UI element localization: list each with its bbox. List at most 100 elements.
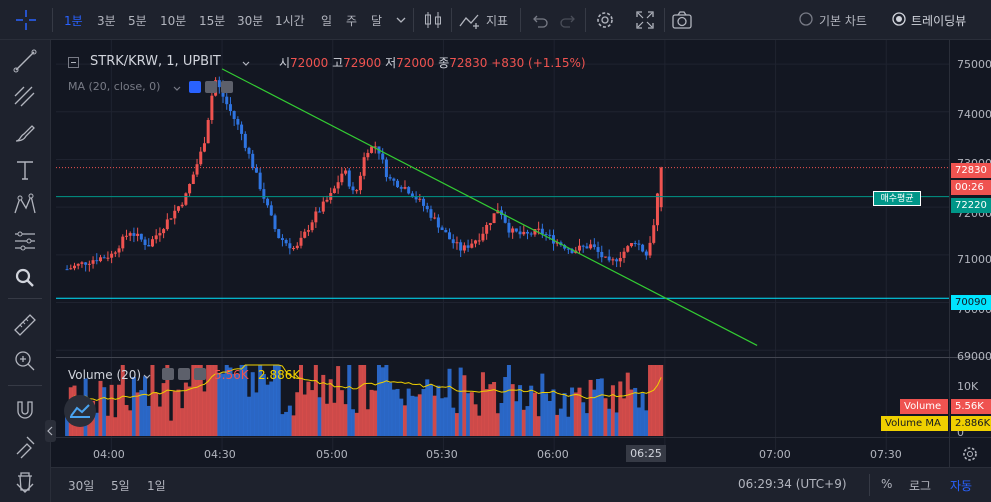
- undo-icon[interactable]: [530, 10, 550, 30]
- candle-body: [577, 245, 581, 251]
- countdown-badge: 00:26: [951, 180, 991, 195]
- time-cursor-badge: 06:25: [626, 445, 666, 462]
- redo-icon[interactable]: [558, 10, 578, 30]
- volume-visibility-icon[interactable]: [162, 368, 174, 380]
- trading-view-radio[interactable]: [891, 11, 907, 27]
- volume-bar: [373, 390, 378, 436]
- range-5d[interactable]: 5일: [111, 479, 130, 493]
- ma-legend[interactable]: MA (20, close, 0): [68, 80, 161, 93]
- volume-bar: [425, 379, 430, 436]
- candle-body: [136, 233, 140, 236]
- candle-body: [589, 244, 593, 249]
- trash-icon[interactable]: [12, 468, 38, 494]
- volume-bar: [232, 373, 237, 436]
- symbol-chevron-icon[interactable]: [241, 58, 251, 68]
- ma-visibility-icon[interactable]: [189, 81, 201, 93]
- collapse-panel-icon[interactable]: [45, 420, 56, 442]
- settings-icon[interactable]: [594, 9, 616, 31]
- percent-toggle[interactable]: %: [881, 477, 893, 491]
- trendline-tool-icon[interactable]: [12, 48, 38, 74]
- volume-remove-icon[interactable]: [194, 368, 206, 380]
- candle-body: [485, 224, 489, 234]
- pattern-tool-icon[interactable]: [12, 192, 38, 218]
- candle-body: [147, 244, 151, 247]
- timeframe-10m[interactable]: 10분: [160, 14, 187, 28]
- volume-bar: [261, 374, 266, 436]
- brush-tool-icon[interactable]: [12, 120, 38, 146]
- legend-collapse-icon[interactable]: [68, 57, 79, 68]
- candle-body: [284, 240, 288, 244]
- ma-remove-icon[interactable]: [221, 81, 233, 93]
- camera-icon[interactable]: [671, 9, 693, 31]
- clock-readout[interactable]: 06:29:34 (UTC+9): [738, 477, 847, 491]
- timeframe-day[interactable]: 일: [321, 14, 333, 28]
- time-tick: 06:00: [537, 448, 569, 461]
- timeframe-week[interactable]: 주: [346, 14, 358, 28]
- range-30d[interactable]: 30일: [68, 479, 95, 493]
- timeframe-1h[interactable]: 1시간: [275, 14, 305, 28]
- ma-settings-icon[interactable]: [205, 81, 217, 93]
- chart-settings-icon[interactable]: [961, 445, 979, 463]
- volume-settings-icon[interactable]: [178, 368, 190, 380]
- volume-bar: [254, 392, 259, 436]
- text-tool-icon[interactable]: [12, 157, 38, 183]
- timeframe-1m[interactable]: 1분: [64, 14, 83, 28]
- timeframe-5m[interactable]: 5분: [128, 14, 147, 28]
- volume-bar: [399, 398, 404, 436]
- timeframe-3m[interactable]: 3분: [97, 14, 116, 28]
- measure-tool-icon[interactable]: [12, 228, 38, 254]
- timeframe-month[interactable]: 달: [371, 14, 383, 28]
- basic-chart-radio[interactable]: [798, 11, 814, 27]
- candle-body: [72, 265, 76, 269]
- high-value: 72900: [343, 56, 382, 70]
- zoom-in-icon[interactable]: [12, 348, 38, 374]
- volume-title[interactable]: Volume (20): [68, 368, 142, 382]
- trading-view-label[interactable]: 트레이딩뷰: [911, 14, 967, 28]
- ruler-icon[interactable]: [12, 312, 38, 338]
- fullscreen-icon[interactable]: [634, 9, 656, 31]
- volume-bar: [436, 385, 441, 436]
- avg-price-label[interactable]: 매수평균: [873, 191, 921, 206]
- log-toggle[interactable]: 로그: [909, 479, 932, 493]
- volume-bar: [588, 379, 593, 436]
- indicators-button[interactable]: 지표: [486, 14, 509, 28]
- basic-chart-label[interactable]: 기본 차트: [819, 14, 867, 28]
- symbol-title[interactable]: STRK/KRW, 1, UPBIT: [90, 54, 221, 69]
- lock-drawing-icon[interactable]: [12, 433, 38, 459]
- bottom-collapse-icon[interactable]: [14, 478, 36, 496]
- chevron-down-icon[interactable]: [395, 14, 407, 26]
- volume-bar: [131, 376, 136, 436]
- price-tick: 75000: [957, 58, 991, 71]
- range-1d[interactable]: 1일: [147, 479, 166, 493]
- candle-body: [269, 205, 273, 216]
- candle-body: [206, 120, 210, 144]
- volume-bar: [648, 365, 653, 436]
- search-icon[interactable]: [12, 265, 38, 291]
- candle-body: [626, 246, 630, 252]
- timeframe-15m[interactable]: 15분: [199, 14, 226, 28]
- price-chart[interactable]: [56, 40, 949, 462]
- candle-body: [266, 198, 270, 206]
- candle-body: [444, 230, 448, 233]
- timeframe-30m[interactable]: 30분: [237, 14, 264, 28]
- candle-body: [191, 174, 195, 185]
- volume-chevron-icon[interactable]: [142, 371, 152, 381]
- volume-bar: [447, 368, 452, 436]
- magnet-icon[interactable]: [12, 398, 38, 424]
- crosshair-icon[interactable]: [14, 8, 38, 32]
- candle-body: [522, 231, 526, 235]
- volume-bar: [525, 406, 530, 436]
- volume-bar: [629, 389, 634, 436]
- fib-tool-icon[interactable]: [12, 84, 38, 110]
- indicators-icon[interactable]: [458, 9, 482, 31]
- volume-bar: [503, 377, 508, 436]
- candle-type-icon[interactable]: [422, 9, 444, 31]
- close-label: 종: [438, 56, 450, 70]
- volume-bar: [273, 365, 278, 436]
- ma-chevron-icon[interactable]: [172, 83, 182, 93]
- candle-body: [358, 175, 362, 191]
- candle-body: [355, 190, 359, 192]
- candle-body: [251, 153, 255, 168]
- auto-toggle[interactable]: 자동: [950, 479, 973, 493]
- candle-body: [488, 223, 492, 225]
